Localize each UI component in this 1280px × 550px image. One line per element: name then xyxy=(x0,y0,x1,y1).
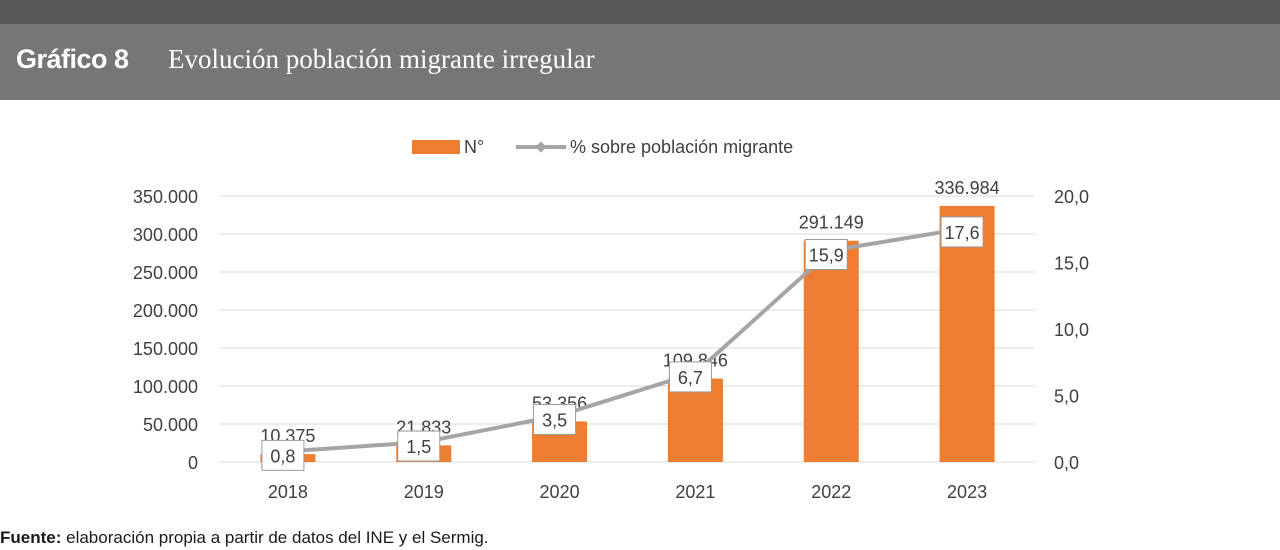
x-tick-label: 2018 xyxy=(268,482,308,502)
y-left-tick-label: 250.000 xyxy=(133,263,198,283)
bar-value-label: 291.149 xyxy=(799,213,864,233)
bar xyxy=(803,240,859,462)
legend-line-marker xyxy=(535,141,547,153)
line-value-box xyxy=(804,239,848,271)
y-left-tick-label: 200.000 xyxy=(133,301,198,321)
y-left-tick-label: 150.000 xyxy=(133,339,198,359)
x-tick-label: 2019 xyxy=(404,482,444,502)
chart: 0 50.000 100.000 150.000 200.000 250.000 300.0… xyxy=(133,137,1089,502)
y-right-tick-label: 0,0 xyxy=(1054,453,1079,473)
title-bar xyxy=(0,24,1280,100)
line-value-label: 15,9 xyxy=(809,246,844,266)
x-tick-label: 2023 xyxy=(947,482,987,502)
source-text: elaboración propia a partir de datos del… xyxy=(66,528,489,547)
source-note: Fuente: elaboración propia a partir de d… xyxy=(0,528,489,548)
y-right-tick-label: 5,0 xyxy=(1054,387,1079,407)
y-left-tick-label: 350.000 xyxy=(133,187,198,207)
graph-number: Gráfico 8 xyxy=(16,44,129,74)
legend-bar-label: N° xyxy=(464,137,484,157)
line-value-box xyxy=(533,403,577,435)
line-value-box xyxy=(397,430,441,462)
y-left-tick-label: 100.000 xyxy=(133,377,198,397)
source-label: Fuente: xyxy=(0,528,62,547)
y-left-tick-label: 50.000 xyxy=(143,415,198,435)
line-value-label: 1,5 xyxy=(406,437,431,457)
y-left-tick-label: 300.000 xyxy=(133,225,198,245)
y-right-tick-label: 15,0 xyxy=(1054,254,1089,274)
x-tick-label: 2020 xyxy=(540,482,580,502)
line-value-box xyxy=(940,216,984,248)
graph-title: Evolución población migrante irregular xyxy=(168,44,595,74)
bar xyxy=(939,205,995,462)
bar xyxy=(667,378,723,462)
line-value-box xyxy=(668,361,712,393)
line-value-label: 3,5 xyxy=(542,410,567,430)
x-tick-label: 2022 xyxy=(811,482,851,502)
y-right-tick-label: 20,0 xyxy=(1054,187,1089,207)
line-value-box xyxy=(261,439,305,471)
legend-line-label: % sobre población migrante xyxy=(570,137,793,157)
line-series-percent xyxy=(287,225,968,454)
line-value-label: 6,7 xyxy=(678,368,703,388)
line-value-label: 17,6 xyxy=(945,223,980,243)
line-value-label: 0,8 xyxy=(270,446,295,466)
y-left-tick-label: 0 xyxy=(188,453,198,473)
bar-value-label: 336.984 xyxy=(935,178,1000,198)
y-right-tick-label: 10,0 xyxy=(1054,320,1089,340)
top-bar xyxy=(0,0,1280,24)
x-tick-label: 2021 xyxy=(675,482,715,502)
legend-bar-swatch xyxy=(412,140,460,154)
